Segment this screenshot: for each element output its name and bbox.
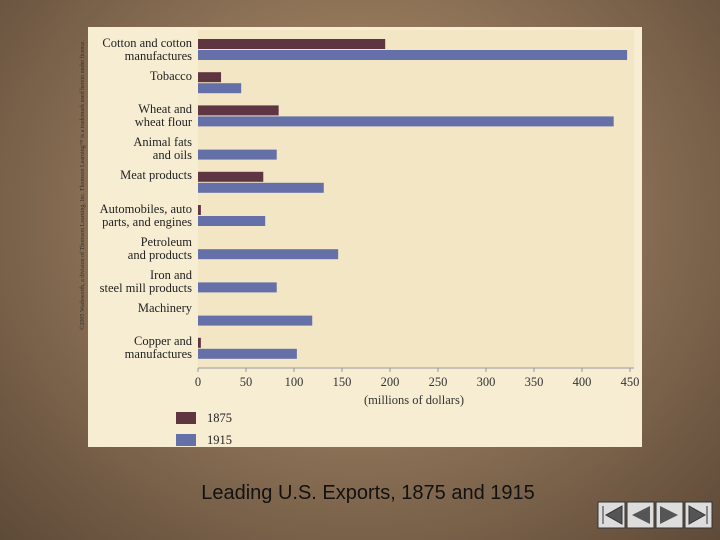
x-tick-label: 450 xyxy=(621,375,640,389)
credit: ©2005 Wadsworth, a division of Thomson L… xyxy=(79,40,86,330)
category-label: Automobiles, auto parts, and engines xyxy=(99,201,192,229)
x-tick-label: 400 xyxy=(573,375,592,389)
legend-label: 1875 xyxy=(207,411,232,425)
bar xyxy=(198,282,277,293)
bar xyxy=(198,249,339,260)
x-tick-label: 200 xyxy=(381,375,400,389)
bar xyxy=(198,39,386,49)
x-tick-label: 300 xyxy=(477,375,496,389)
legend-label: 1915 xyxy=(207,433,232,447)
category-label: Wheat and wheat flour xyxy=(134,101,192,129)
category-label: Cotton and cotton manufactures xyxy=(102,35,192,63)
nav-next-icon xyxy=(660,506,678,524)
bar xyxy=(198,149,277,160)
x-tick-label: 100 xyxy=(285,375,304,389)
x-axis-label: (millions of dollars) xyxy=(364,393,464,407)
bar xyxy=(198,337,201,348)
nav-buttons xyxy=(597,501,713,529)
category-label: Copper and manufactures xyxy=(124,334,192,362)
bar xyxy=(198,216,266,226)
category-label: Iron and steel mill products xyxy=(99,267,192,295)
x-tick-label: 50 xyxy=(240,375,253,389)
category-label: Machinery xyxy=(137,301,192,316)
bar xyxy=(198,315,313,326)
caption: Leading U.S. Exports, 1875 and 1915 xyxy=(201,482,535,504)
bar xyxy=(198,182,324,193)
nav-last-icon xyxy=(688,505,708,525)
category-label: Petroleum and products xyxy=(127,234,192,262)
bar xyxy=(198,348,297,359)
bar xyxy=(198,83,242,94)
nav-first-icon xyxy=(602,505,623,525)
plot-area xyxy=(198,30,634,368)
x-tick-label: 150 xyxy=(333,375,352,389)
category-label: Tobacco xyxy=(149,68,192,83)
category-label: Meat products xyxy=(120,168,192,183)
legend-swatch xyxy=(176,434,196,446)
nav-prev-icon xyxy=(632,506,650,524)
x-tick-label: 250 xyxy=(429,375,448,389)
bar xyxy=(198,171,264,182)
x-tick-label: 350 xyxy=(525,375,544,389)
bar xyxy=(198,105,279,116)
bar xyxy=(198,205,201,215)
legend-swatch xyxy=(176,412,196,424)
category-label: Animal fats and oils xyxy=(133,135,192,163)
bar xyxy=(198,50,628,60)
bar xyxy=(198,72,222,83)
x-tick-label: 0 xyxy=(195,375,201,389)
bar xyxy=(198,116,614,127)
